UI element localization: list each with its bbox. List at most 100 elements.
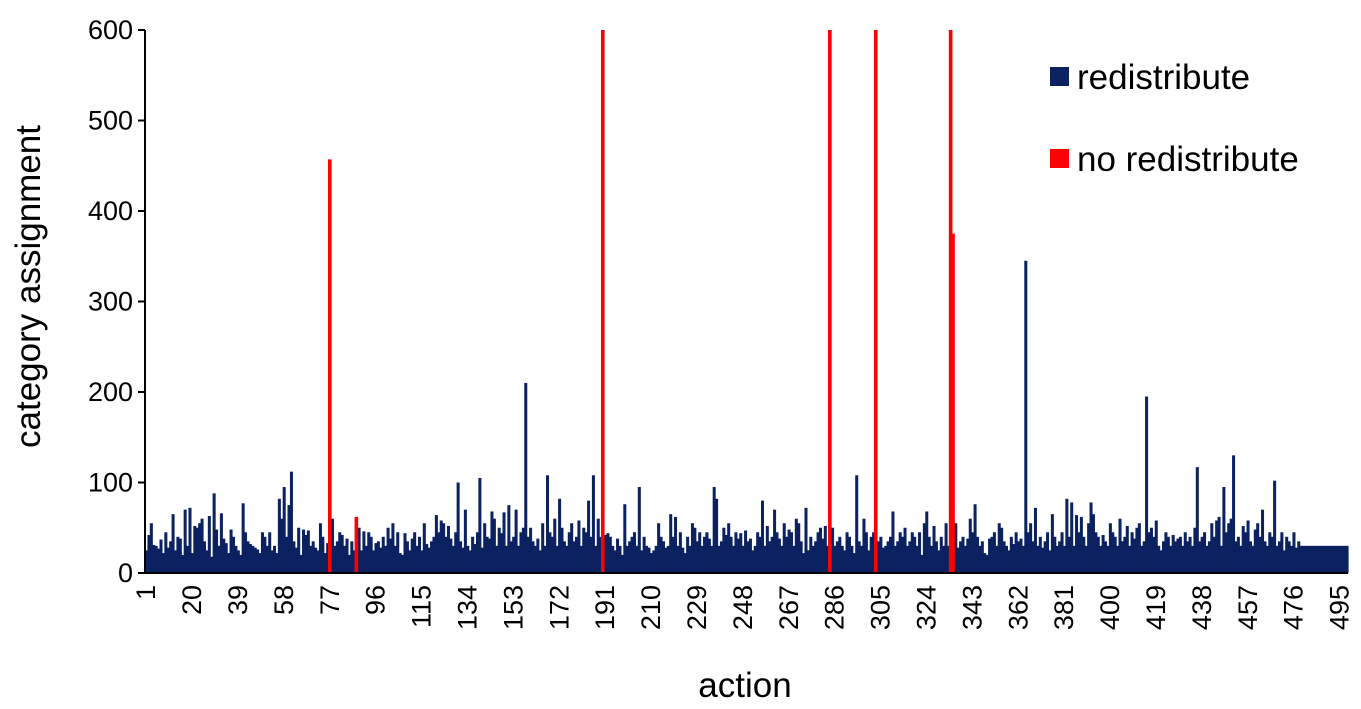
bar-redistribute <box>1343 545 1347 573</box>
bar-redistribute <box>908 541 912 573</box>
bar-redistribute <box>937 550 941 574</box>
bar-redistribute <box>1319 545 1323 573</box>
bar-redistribute <box>1212 536 1216 573</box>
bar-redistribute <box>1311 545 1315 573</box>
bar-redistribute <box>710 545 714 573</box>
bar-redistribute <box>881 547 885 573</box>
bar-redistribute <box>152 544 156 573</box>
bar-redistribute <box>975 536 980 573</box>
bar-redistribute <box>297 527 301 573</box>
bar-redistribute <box>930 545 934 573</box>
bar-redistribute <box>1089 502 1093 573</box>
x-tick-label: 362 <box>1003 585 1033 630</box>
bar-redistribute <box>722 527 726 573</box>
bar-redistribute <box>362 531 366 573</box>
bar-redistribute <box>922 523 926 573</box>
bar-redistribute <box>1161 541 1166 573</box>
bar-redistribute <box>1316 545 1320 573</box>
bar-redistribute <box>202 541 206 573</box>
bar-no-redistribute <box>828 30 832 573</box>
bar-redistribute <box>1265 545 1269 573</box>
bar-redistribute <box>647 547 651 573</box>
bar-redistribute <box>995 545 999 573</box>
bar-redistribute <box>1070 502 1074 573</box>
bar-redistribute <box>514 509 518 573</box>
bar-redistribute <box>1019 538 1023 573</box>
bar-redistribute <box>517 545 521 573</box>
bar-redistribute <box>526 536 530 573</box>
bar-redistribute <box>1104 541 1108 573</box>
bar-redistribute <box>896 541 900 573</box>
bar-redistribute <box>879 536 883 573</box>
bar-redistribute <box>582 527 586 573</box>
bar-redistribute <box>1174 541 1178 573</box>
bar-redistribute <box>821 538 825 573</box>
bar-redistribute <box>589 536 593 573</box>
bar-redistribute <box>1116 545 1120 573</box>
bar-redistribute <box>222 538 226 573</box>
x-axis-title: action <box>698 666 791 705</box>
bar-redistribute <box>190 553 194 573</box>
bar-redistribute <box>207 515 211 573</box>
bar-redistribute <box>384 545 388 573</box>
bar-redistribute <box>898 532 902 573</box>
bar-redistribute <box>502 512 506 573</box>
legend: redistribute no redistribute <box>1050 58 1299 179</box>
bar-redistribute <box>326 543 330 573</box>
bar-redistribute <box>1050 514 1054 573</box>
bar-redistribute <box>263 536 267 573</box>
bar-redistribute <box>1145 396 1149 573</box>
bar-redistribute <box>495 545 499 573</box>
bar-redistribute <box>640 550 644 574</box>
bar-redistribute <box>504 545 508 573</box>
bar-redistribute <box>637 487 641 573</box>
bar-redistribute <box>169 541 173 573</box>
bar-redistribute <box>852 553 856 573</box>
bar-redistribute <box>166 547 170 573</box>
bar-redistribute <box>594 545 598 573</box>
bar-redistribute <box>1036 545 1040 573</box>
bar-redistribute <box>758 536 762 573</box>
bar-redistribute <box>538 550 542 574</box>
bar-redistribute <box>1290 545 1294 573</box>
bar-redistribute <box>703 536 707 573</box>
bar-redistribute <box>649 553 653 573</box>
bar-redistribute <box>442 523 446 573</box>
bar-redistribute <box>145 550 149 574</box>
bar-redistribute <box>248 544 252 573</box>
bar-redistribute <box>1195 467 1199 573</box>
bar-redistribute <box>181 554 185 573</box>
bar-redistribute <box>509 541 513 573</box>
bar-no-redistribute <box>327 159 332 573</box>
bar-redistribute <box>623 504 627 573</box>
bar-redistribute <box>1297 541 1301 573</box>
bar-redistribute <box>577 520 581 573</box>
bar-redistribute <box>1169 545 1173 573</box>
bar-redistribute <box>1137 523 1141 573</box>
bar-redistribute <box>1275 545 1279 573</box>
bar-redistribute <box>934 541 938 573</box>
bar-redistribute <box>1075 515 1079 573</box>
bar-redistribute <box>584 532 588 573</box>
bar-redistribute <box>642 536 646 573</box>
bar-redistribute <box>449 538 453 573</box>
bar-redistribute <box>173 550 178 574</box>
bar-redistribute <box>289 471 293 573</box>
bar-redistribute <box>1046 532 1050 573</box>
bar-redistribute <box>669 514 673 573</box>
bar-redistribute <box>459 541 463 573</box>
bar-redistribute <box>432 536 436 573</box>
bar-redistribute <box>1270 536 1274 573</box>
bar-redistribute <box>591 475 595 573</box>
bar-redistribute <box>338 532 342 573</box>
bar-redistribute <box>306 530 310 573</box>
bar-redistribute <box>1258 536 1262 573</box>
bar-redistribute <box>1219 545 1223 573</box>
bar-redistribute <box>1048 550 1052 574</box>
bar-redistribute <box>340 534 344 573</box>
bar-redistribute <box>587 500 591 573</box>
x-tick-label: 419 <box>1141 585 1171 630</box>
bar-redistribute <box>147 534 151 573</box>
bar-redistribute <box>1222 487 1226 573</box>
bar-redistribute <box>345 538 349 573</box>
